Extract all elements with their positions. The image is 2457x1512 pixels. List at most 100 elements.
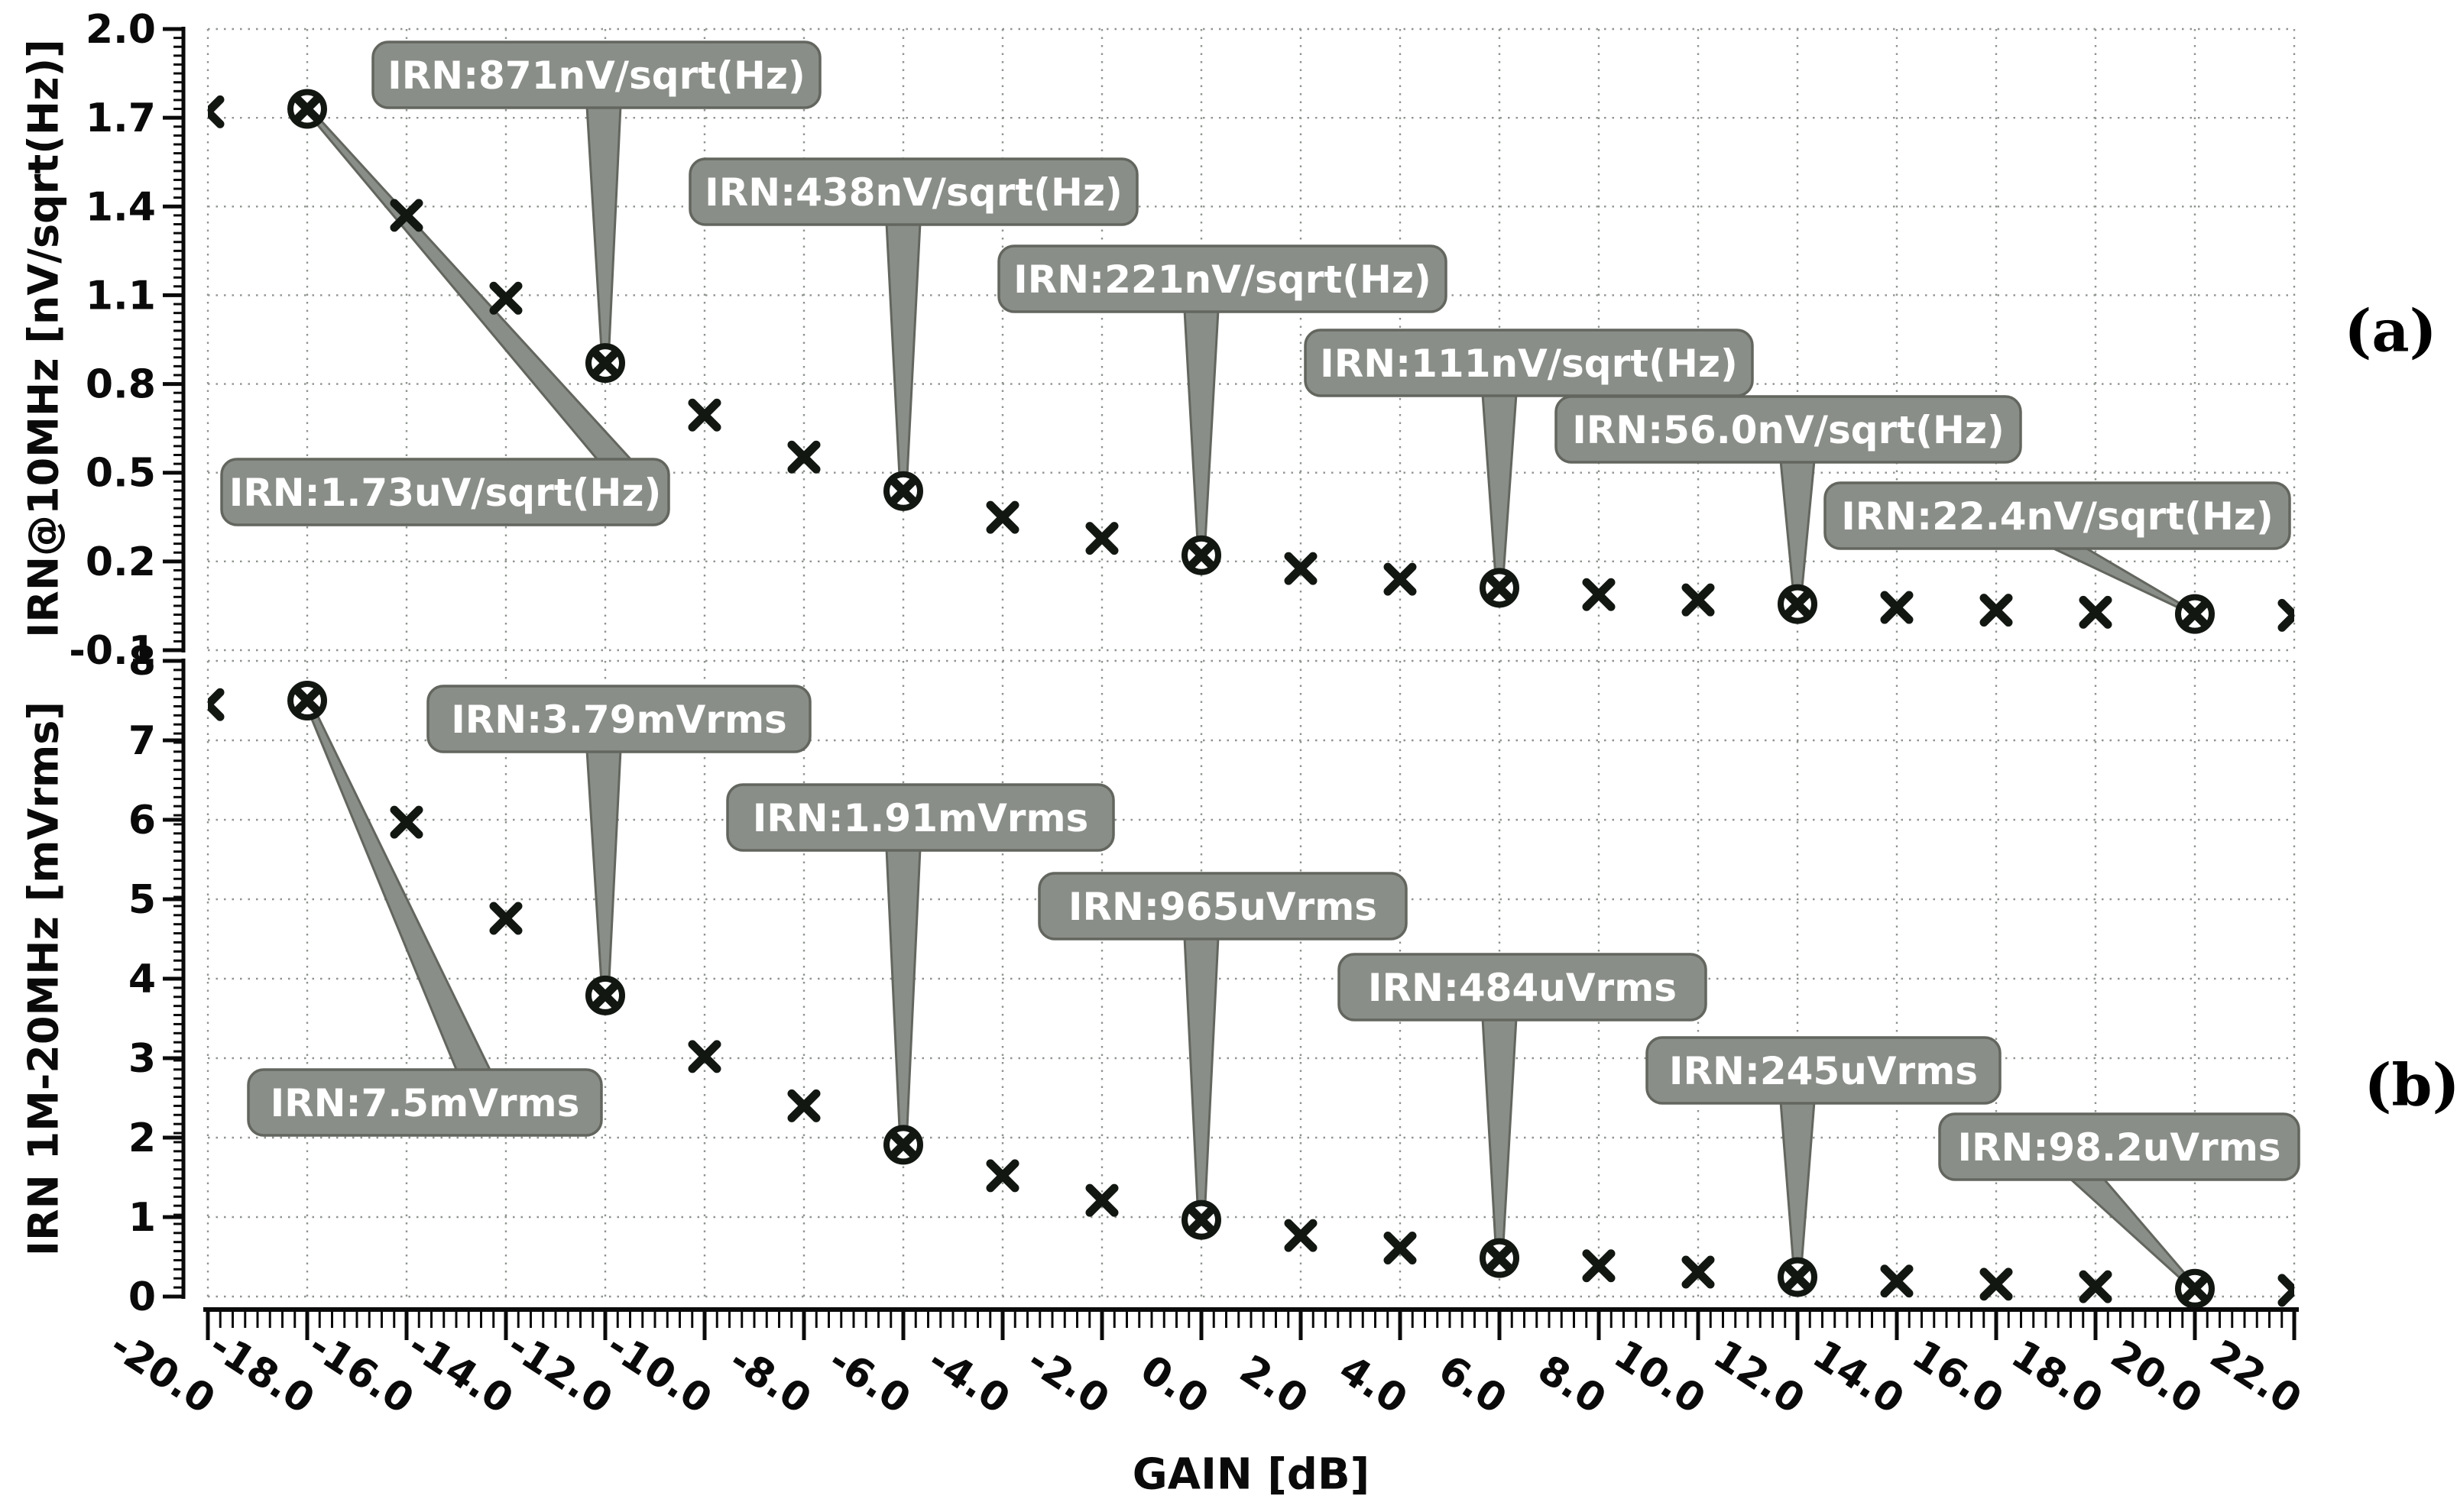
- annotated-point-marker: [292, 685, 323, 716]
- callout-leader: [1779, 459, 1816, 606]
- data-point-marker: [2277, 598, 2294, 632]
- callout-label: IRN:871nV/sqrt(Hz): [387, 53, 805, 98]
- callout-leader: [1183, 936, 1220, 1222]
- x-axis-label: GAIN [dB]: [1132, 1449, 1370, 1500]
- callout-leader: [885, 847, 922, 1146]
- data-point-marker: [1880, 591, 1914, 624]
- y-tick-label: 0.8: [86, 362, 156, 408]
- y-tick-label: 1: [128, 1195, 156, 1241]
- data-point-marker: [787, 1089, 821, 1122]
- data-point-marker: [2277, 1274, 2294, 1307]
- x-tick-label: 4.0: [1331, 1346, 1415, 1423]
- callout-label: IRN:438nV/sqrt(Hz): [705, 170, 1123, 215]
- annotated-point-marker: [1782, 589, 1813, 620]
- data-point-marker: [1681, 1255, 1715, 1289]
- callout-label: IRN:98.2uVrms: [1957, 1125, 2280, 1170]
- callout-leader: [1779, 1100, 1816, 1279]
- callout-label: IRN:965uVrms: [1068, 885, 1377, 929]
- x-tick-label: 6.0: [1431, 1346, 1515, 1423]
- data-point-marker: [688, 398, 721, 432]
- callout-label: IRN:221nV/sqrt(Hz): [1013, 257, 1431, 302]
- callout-box: [997, 244, 1447, 313]
- callout-label: IRN:111nV/sqrt(Hz): [1320, 342, 1738, 386]
- x-tick-label: -16.0: [300, 1323, 421, 1423]
- y-tick-label: 1.1: [86, 273, 156, 319]
- callout-leader: [1481, 1017, 1518, 1260]
- y-tick-label: 1.4: [86, 184, 156, 230]
- x-tick-label: 10.0: [1606, 1332, 1713, 1423]
- data-point-marker: [1284, 552, 1318, 585]
- data-points: [208, 681, 2294, 1309]
- callout-leader: [301, 108, 635, 462]
- callout-label: IRN:245uVrms: [1669, 1049, 1978, 1093]
- y-tick-label: 2.0: [86, 7, 156, 53]
- annotated-point-marker: [1484, 572, 1515, 603]
- x-tick-label: -18.0: [201, 1323, 322, 1423]
- x-tick-label: 0.0: [1133, 1346, 1217, 1423]
- data-point-marker: [489, 902, 523, 935]
- x-tick-label: 22.0: [2202, 1332, 2309, 1423]
- data-point-marker: [390, 199, 423, 232]
- callout-box: [220, 458, 670, 526]
- y-tick-label: 4: [128, 957, 156, 1002]
- annotated-point-marker: [590, 980, 621, 1011]
- callout-box: [426, 685, 812, 753]
- x-tick-label: 8.0: [1530, 1346, 1614, 1423]
- data-point-marker: [208, 688, 225, 721]
- data-point-marker: [1085, 522, 1119, 555]
- callout-box: [1938, 1112, 2300, 1181]
- x-tick-label: -2.0: [1019, 1338, 1117, 1423]
- x-tick-label: 2.0: [1232, 1346, 1316, 1423]
- annotated-point-marker: [1186, 1205, 1217, 1235]
- data-point-marker: [1383, 562, 1417, 596]
- data-point-marker: [1582, 578, 1616, 611]
- x-tick-label: -20.0: [102, 1323, 222, 1423]
- callout-label: IRN:22.4nV/sqrt(Hz): [1841, 494, 2274, 539]
- x-tick-label: -10.0: [598, 1323, 719, 1423]
- callout-box: [247, 1068, 603, 1137]
- data-point-marker: [986, 1159, 1019, 1193]
- data-point-marker: [1383, 1231, 1417, 1264]
- data-point-marker: [1085, 1183, 1119, 1217]
- callout-label: IRN:1.91mVrms: [753, 796, 1089, 840]
- panel-label-b: (b): [2364, 1051, 2457, 1119]
- x-tick-label: 16.0: [1904, 1332, 2011, 1423]
- y-tick-label: 8: [128, 639, 156, 685]
- callout-leader: [1481, 393, 1518, 589]
- x-tick-label: -14.0: [400, 1323, 520, 1423]
- panel-label-a: (a): [2344, 296, 2437, 365]
- data-point-marker: [1681, 583, 1715, 617]
- callout-box: [1337, 953, 1707, 1021]
- data-point-marker: [688, 1040, 721, 1073]
- y-tick-label: 2: [128, 1115, 156, 1161]
- data-point-marker: [1284, 1219, 1318, 1252]
- annotated-point-marker: [1782, 1262, 1813, 1293]
- callout-box: [1645, 1036, 2002, 1105]
- annotated-point-marker: [590, 348, 621, 378]
- x-tick-label: -12.0: [499, 1323, 620, 1423]
- callout-leader: [1183, 309, 1220, 557]
- x-tick-label: 14.0: [1804, 1332, 1911, 1423]
- callout-box: [1554, 395, 2022, 464]
- data-point-marker: [787, 440, 821, 474]
- callout-label: IRN:56.0nV/sqrt(Hz): [1572, 408, 2005, 452]
- x-tick-label: -6.0: [821, 1338, 919, 1423]
- callout-label: IRN:484uVrms: [1368, 966, 1677, 1010]
- y-tick-label: 1.7: [86, 96, 156, 141]
- y-tick-label: 0.2: [86, 539, 156, 585]
- y-tick-label: -0.1: [69, 628, 156, 674]
- top-y-axis-label: IRN@10MHz [nV/sqrt(Hz)]: [19, 39, 68, 638]
- x-tick-label: 18.0: [2003, 1332, 2110, 1423]
- y-tick-label: 6: [128, 798, 156, 843]
- callout-leader: [585, 105, 622, 364]
- callout-box: [371, 40, 822, 109]
- data-point-marker: [390, 805, 423, 839]
- annotated-point-marker: [888, 1129, 919, 1160]
- callout-box: [726, 783, 1115, 852]
- callout-leader: [885, 222, 922, 493]
- data-point-marker: [2079, 595, 2112, 629]
- annotated-point-marker: [888, 476, 919, 507]
- bottom-y-axis-label: IRN 1M-20MHz [mVrms]: [19, 701, 68, 1257]
